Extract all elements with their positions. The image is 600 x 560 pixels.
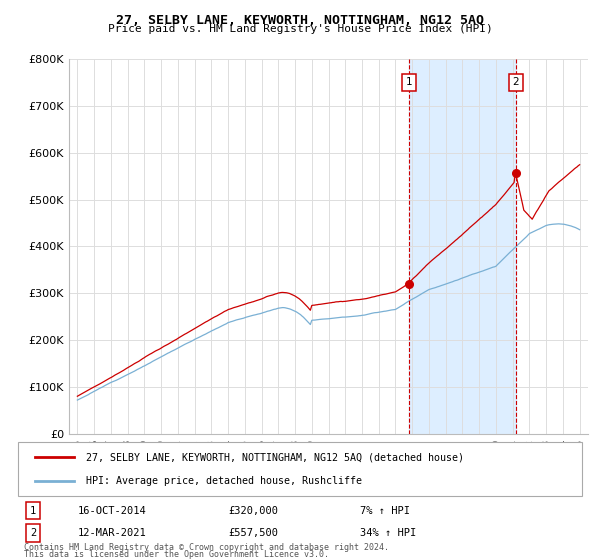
- Bar: [409, 59, 516, 434]
- Text: 34% ↑ HPI: 34% ↑ HPI: [360, 528, 416, 538]
- Text: 1: 1: [406, 77, 412, 87]
- Text: £320,000: £320,000: [228, 506, 278, 516]
- Text: 27, SELBY LANE, KEYWORTH, NOTTINGHAM, NG12 5AQ (detached house): 27, SELBY LANE, KEYWORTH, NOTTINGHAM, NG…: [86, 452, 464, 463]
- Text: This data is licensed under the Open Government Licence v3.0.: This data is licensed under the Open Gov…: [24, 550, 329, 559]
- Text: £557,500: £557,500: [228, 528, 278, 538]
- Text: 7% ↑ HPI: 7% ↑ HPI: [360, 506, 410, 516]
- Text: 16-OCT-2014: 16-OCT-2014: [78, 506, 147, 516]
- Text: HPI: Average price, detached house, Rushcliffe: HPI: Average price, detached house, Rush…: [86, 475, 362, 486]
- Text: 12-MAR-2021: 12-MAR-2021: [78, 528, 147, 538]
- Text: 2: 2: [30, 528, 36, 538]
- Text: 27, SELBY LANE, KEYWORTH, NOTTINGHAM, NG12 5AQ: 27, SELBY LANE, KEYWORTH, NOTTINGHAM, NG…: [116, 14, 484, 27]
- Text: Price paid vs. HM Land Registry's House Price Index (HPI): Price paid vs. HM Land Registry's House …: [107, 24, 493, 34]
- Text: 2: 2: [512, 77, 519, 87]
- Text: 1: 1: [30, 506, 36, 516]
- FancyBboxPatch shape: [18, 442, 582, 496]
- Text: Contains HM Land Registry data © Crown copyright and database right 2024.: Contains HM Land Registry data © Crown c…: [24, 543, 389, 552]
